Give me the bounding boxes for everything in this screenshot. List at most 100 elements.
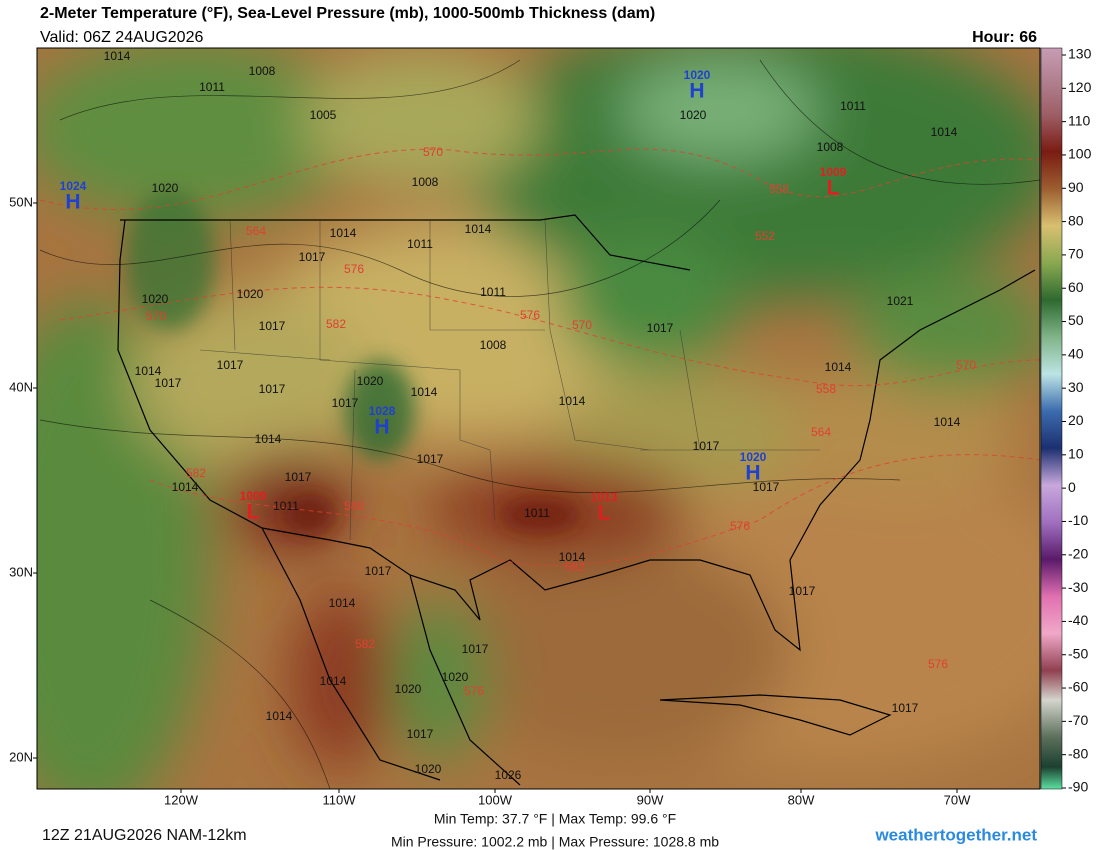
isobar-label: 1017 [285, 470, 312, 484]
isobar-label: 1020 [395, 682, 422, 696]
isobar-label: 1008 [412, 175, 439, 189]
thickness-label: 570 [956, 358, 976, 372]
lon-label: 120W [164, 792, 199, 807]
colorbar-label: 30 [1068, 379, 1084, 395]
colorbar-label: -10 [1068, 512, 1088, 528]
isobar-label: 1011 [480, 285, 506, 299]
thickness-label: 576 [730, 519, 750, 533]
isobar-label: 1017 [693, 439, 720, 453]
high-letter: H [745, 462, 760, 485]
thickness-label: 564 [246, 224, 266, 238]
temp-range: Min Temp: 37.7 °F | Max Temp: 99.6 °F [434, 811, 676, 827]
isobar-label: 1017 [217, 358, 244, 372]
colorbar-label: -50 [1068, 645, 1088, 661]
thickness-label: 582 [565, 560, 585, 574]
high-value: 1020 [740, 450, 767, 464]
isobar-label: 1026 [495, 768, 522, 782]
isobar-label: 1020 [142, 292, 169, 306]
low-value: 1009 [240, 489, 267, 503]
colorbar-label: 110 [1068, 112, 1091, 128]
low-letter: L [598, 502, 611, 525]
isobar-label: 1008 [817, 140, 844, 154]
high-value: 1028 [369, 404, 396, 418]
colorbar-label: 120 [1068, 79, 1092, 95]
colorbar-label: 10 [1068, 446, 1084, 462]
isobar-label: 1017 [892, 701, 919, 715]
colorbar-label: 50 [1068, 312, 1084, 328]
isobar-label: 1008 [249, 64, 276, 78]
colorbar-label: -70 [1068, 712, 1088, 728]
isobar-label: 1014 [320, 674, 347, 688]
colorbar-label: -60 [1068, 679, 1088, 695]
map-frame [36, 47, 1041, 790]
isobar-label: 1020 [680, 108, 707, 122]
thickness-label: 570 [423, 145, 443, 159]
isobar-label: 1014 [266, 709, 293, 723]
valid-time: Valid: 06Z 24AUG2026 [40, 29, 203, 46]
thickness-label: 576 [344, 262, 364, 276]
thickness-label: 582 [326, 317, 346, 331]
lat-label: 30N [9, 564, 33, 579]
thickness-label: 570 [572, 318, 592, 332]
forecast-hour: Hour: 66 [972, 29, 1037, 46]
colorbar-label: 0 [1068, 479, 1076, 495]
borders [117, 214, 1036, 786]
isobar-label: 1011 [840, 99, 866, 113]
colorbar-label: -20 [1068, 545, 1088, 561]
isobar-label: 1020 [357, 374, 384, 388]
isobar-label: 1017 [365, 564, 392, 578]
isobar-label: 1014 [465, 222, 492, 236]
isobar-label: 1020 [152, 181, 179, 195]
colorbar [1040, 47, 1063, 790]
high-letter: H [65, 191, 80, 214]
isobar-label: 1020 [415, 762, 442, 776]
isobar-label: 1017 [753, 480, 780, 494]
thickness-label: 558 [769, 182, 789, 196]
thickness-label: 588 [344, 499, 364, 513]
isobar-label: 1008 [480, 338, 507, 352]
isobar-label: 1014 [559, 550, 586, 564]
isobar-label: 1014 [104, 49, 131, 63]
isobar-label: 1017 [259, 319, 286, 333]
isobar-label: 1017 [259, 382, 286, 396]
isobars [39, 59, 1040, 789]
low-letter: L [827, 177, 840, 200]
lon-label: 90W [637, 792, 664, 807]
isobar-label: 1011 [407, 237, 433, 251]
isobar-label: 1005 [310, 108, 337, 122]
isobar-label: 1020 [237, 287, 264, 301]
isobar-label: 1017 [417, 452, 444, 466]
isobar-label: 1011 [273, 499, 299, 513]
isobar-label: 1014 [135, 364, 162, 378]
isobar-label: 1011 [524, 506, 550, 520]
isobar-label: 1020 [442, 670, 469, 684]
colorbar-label: -40 [1068, 612, 1088, 628]
isobar-label: 1017 [407, 727, 434, 741]
colorbar-label: -90 [1068, 779, 1088, 795]
high-value: 1020 [684, 68, 711, 82]
model-run: 12Z 21AUG2026 NAM-12km [42, 827, 247, 844]
thickness-label: 564 [811, 425, 831, 439]
colorbar-label: 100 [1068, 146, 1092, 162]
low-value: 1009 [820, 165, 847, 179]
isobar-label: 1014 [330, 226, 357, 240]
colorbar-label: 90 [1068, 179, 1084, 195]
site-name: weathertogether.net [874, 825, 1037, 844]
isobar-label: 1014 [825, 360, 852, 374]
state-lines [199, 219, 820, 541]
isobar-label: 1014 [559, 394, 586, 408]
lon-label: 100W [478, 792, 513, 807]
isobar-label: 1014 [931, 125, 958, 139]
thickness-label: 582 [186, 466, 206, 480]
isobar-label: 1017 [789, 584, 816, 598]
thickness-label: 582 [355, 637, 375, 651]
colorbar-label: -30 [1068, 579, 1088, 595]
isobar-label: 1014 [411, 385, 438, 399]
isobar-label: 1014 [172, 480, 199, 494]
lat-label: 20N [9, 749, 33, 764]
thickness-label: 576 [464, 684, 484, 698]
colorbar-label: 20 [1068, 412, 1084, 428]
lon-label: 80W [788, 792, 815, 807]
isobar-label: 1014 [255, 432, 282, 446]
pressure-range: Min Pressure: 1002.2 mb | Max Pressure: … [391, 834, 719, 850]
